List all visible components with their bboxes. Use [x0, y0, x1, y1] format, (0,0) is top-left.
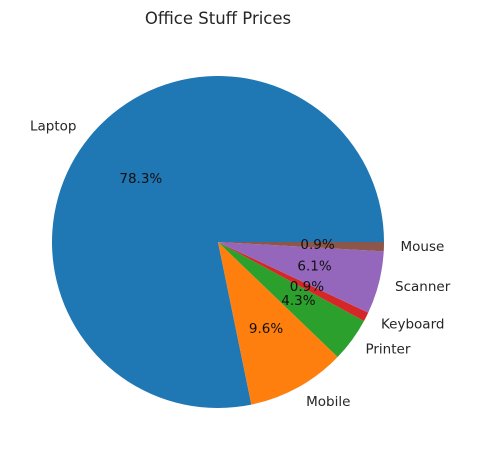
pie-slice-scanner [218, 242, 384, 313]
percent-label-mouse: 0.9% [300, 237, 334, 253]
pie-slice-printer [218, 242, 365, 358]
slice-label-scanner: Scanner [395, 279, 451, 295]
pie-slice-laptop [51, 75, 385, 408]
pie-slice-mobile [218, 242, 338, 405]
pie-slices [51, 75, 385, 408]
percent-label-laptop: 78.3% [119, 171, 162, 187]
slice-label-mobile: Mobile [306, 394, 350, 410]
slice-label-laptop: Laptop [30, 119, 77, 135]
slice-label-mouse: Mouse [401, 239, 445, 255]
percent-label-scanner: 6.1% [297, 258, 331, 274]
chart-title: Office Stuff Prices [145, 9, 291, 28]
pie-slice-keyboard [218, 242, 369, 321]
slice-labels: Laptop Mobile Printer Keyboard Scanner Mouse [30, 119, 451, 410]
slice-label-keyboard: Keyboard [381, 316, 444, 332]
percent-label-keyboard: 0.9% [290, 279, 324, 295]
percent-label-printer: 4.3% [281, 293, 315, 309]
slice-label-printer: Printer [365, 342, 410, 358]
pie-slice-mouse [218, 242, 385, 252]
percent-label-mobile: 9.6% [249, 321, 283, 337]
percent-labels: 78.3%9.6%4.3%0.9%6.1%0.9% [119, 171, 334, 337]
